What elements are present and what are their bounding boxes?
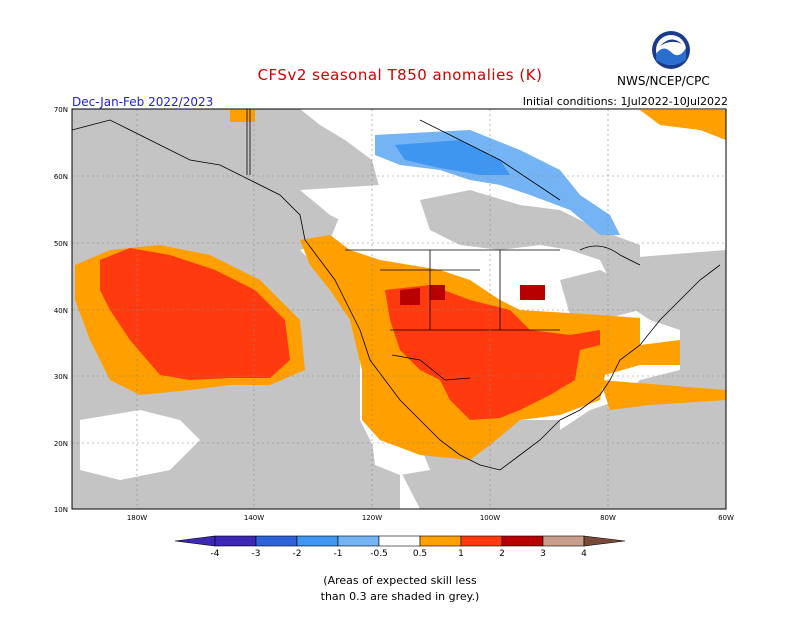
lon-label: 100W xyxy=(480,514,500,522)
lon-label: 180W xyxy=(127,514,147,522)
colorbar-tick: 1 xyxy=(458,549,464,559)
colorbar-tick: -4 xyxy=(211,549,220,559)
colorbar-segment xyxy=(419,535,462,547)
colorbar-arrow-left xyxy=(174,535,216,547)
anomaly-2-to-3-regions xyxy=(400,285,545,305)
colorbar-segment xyxy=(337,535,380,547)
coastlines xyxy=(72,109,721,471)
colorbar xyxy=(174,535,626,547)
season-label: Dec-Jan-Feb 2022/2023 xyxy=(72,95,214,109)
lat-label: 30N xyxy=(54,373,68,381)
footnote-line: than 0.3 are shaded in grey.) xyxy=(320,590,480,603)
lon-label: 120W xyxy=(362,514,382,522)
lat-label: 70N xyxy=(54,106,68,114)
colorbar-segment xyxy=(501,535,544,547)
colorbar-tick: 0.5 xyxy=(413,549,427,559)
anomaly-neg-1-to-neg-2-regions xyxy=(395,140,510,175)
lat-label: 60N xyxy=(54,173,68,181)
agency-label: NWS/NCEP/CPC xyxy=(617,74,710,88)
colorbar-tick: 2 xyxy=(499,549,505,559)
colorbar-arrow-right xyxy=(583,535,626,547)
map-title: CFSv2 seasonal T850 anomalies (K) xyxy=(257,66,543,84)
colorbar-segment xyxy=(378,535,421,547)
lon-label: 80W xyxy=(600,514,616,522)
lat-label: 40N xyxy=(54,307,68,315)
anomaly-1-to-2-regions xyxy=(100,248,600,420)
initial-conditions-label: Initial conditions: 1Jul2022-10Jul2022 xyxy=(522,95,728,108)
colorbar-tick: 3 xyxy=(540,549,546,559)
colorbar-tick: -1 xyxy=(334,549,343,559)
colorbar-tick: -2 xyxy=(293,549,302,559)
colorbar-tick: -3 xyxy=(252,549,261,559)
colorbar-tick: 4 xyxy=(581,549,587,559)
lat-label: 20N xyxy=(54,440,68,448)
colorbar-segment xyxy=(214,535,257,547)
footnote-line: (Areas of expected skill less xyxy=(323,574,477,587)
lat-label: 10N xyxy=(54,506,68,514)
colorbar-segment xyxy=(296,535,339,547)
colorbar-segment xyxy=(460,535,503,547)
map-frame xyxy=(71,108,727,510)
colorbar-segment xyxy=(255,535,298,547)
colorbar-segment xyxy=(542,535,585,547)
noaa-logo-icon xyxy=(652,31,690,69)
graticule xyxy=(72,109,726,509)
colorbar-tick: -0.5 xyxy=(370,549,388,559)
lat-label: 50N xyxy=(54,240,68,248)
lon-label: 60W xyxy=(718,514,734,522)
skill-footnote: (Areas of expected skill less than 0.3 a… xyxy=(0,573,800,605)
lon-label: 140W xyxy=(244,514,264,522)
